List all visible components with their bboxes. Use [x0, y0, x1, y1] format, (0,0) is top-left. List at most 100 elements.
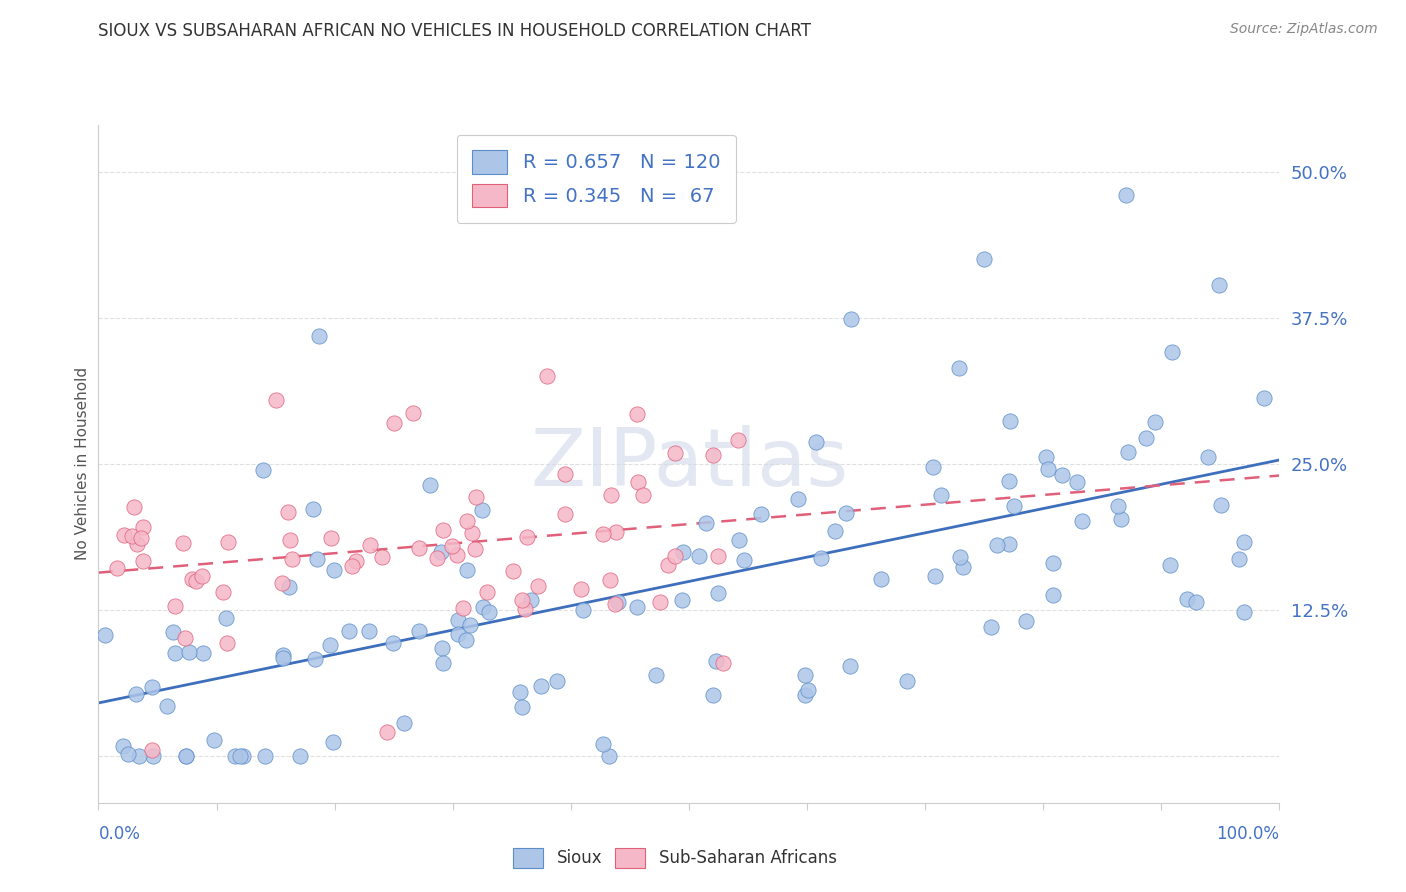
- Point: [1015, 615, 1038, 629]
- Point: [277, 580, 299, 594]
- Point: [264, 392, 287, 407]
- Point: [952, 560, 974, 574]
- Point: [804, 435, 827, 450]
- Point: [1070, 514, 1092, 528]
- Point: [986, 538, 1008, 552]
- Point: [631, 488, 654, 502]
- Point: [471, 503, 494, 517]
- Point: [793, 668, 815, 682]
- Point: [1159, 558, 1181, 572]
- Point: [664, 445, 686, 459]
- Point: [1035, 450, 1057, 465]
- Point: [839, 659, 862, 673]
- Point: [516, 530, 538, 544]
- Point: [657, 558, 679, 572]
- Point: [1116, 445, 1139, 459]
- Point: [217, 535, 239, 549]
- Point: [322, 735, 344, 749]
- Point: [323, 563, 346, 577]
- Point: [232, 749, 254, 764]
- Point: [162, 625, 184, 640]
- Point: [948, 360, 970, 375]
- Point: [105, 561, 128, 575]
- Point: [509, 685, 531, 699]
- Point: [1000, 414, 1022, 428]
- Point: [554, 467, 576, 481]
- Point: [671, 593, 693, 607]
- Point: [124, 687, 146, 701]
- Text: ZIPatlas: ZIPatlas: [530, 425, 848, 503]
- Point: [271, 648, 294, 662]
- Point: [377, 724, 399, 739]
- Point: [998, 537, 1021, 551]
- Point: [1233, 534, 1256, 549]
- Point: [536, 369, 558, 384]
- Point: [727, 434, 749, 448]
- Point: [572, 603, 595, 617]
- Point: [456, 514, 478, 528]
- Point: [419, 478, 441, 492]
- Point: [165, 599, 187, 613]
- Point: [554, 507, 576, 521]
- Point: [156, 698, 179, 713]
- Point: [1185, 595, 1208, 609]
- Point: [382, 416, 405, 430]
- Point: [688, 549, 710, 564]
- Point: [728, 533, 751, 547]
- Point: [929, 488, 952, 502]
- Point: [451, 600, 474, 615]
- Point: [998, 475, 1021, 489]
- Point: [408, 624, 430, 638]
- Point: [172, 536, 194, 550]
- Point: [319, 532, 342, 546]
- Point: [510, 593, 533, 607]
- Point: [112, 528, 135, 542]
- Point: [1253, 392, 1275, 406]
- Point: [1208, 278, 1230, 293]
- Point: [392, 716, 415, 731]
- Point: [302, 502, 325, 516]
- Point: [1036, 462, 1059, 476]
- Point: [645, 667, 668, 681]
- Point: [1050, 468, 1073, 483]
- Point: [605, 524, 627, 539]
- Point: [281, 551, 304, 566]
- Point: [672, 545, 695, 559]
- Text: 0.0%: 0.0%: [98, 825, 141, 843]
- Point: [513, 602, 536, 616]
- Point: [271, 651, 294, 665]
- Point: [180, 572, 202, 586]
- Point: [131, 519, 153, 533]
- Point: [371, 550, 394, 565]
- Point: [1066, 475, 1088, 490]
- Point: [648, 595, 671, 609]
- Point: [121, 529, 143, 543]
- Text: SIOUX VS SUBSAHARAN AFRICAN NO VEHICLES IN HOUSEHOLD CORRELATION CHART: SIOUX VS SUBSAHARAN AFRICAN NO VEHICLES …: [98, 22, 811, 40]
- Point: [530, 679, 553, 693]
- Point: [277, 505, 299, 519]
- Point: [592, 737, 614, 751]
- Point: [924, 568, 946, 582]
- Point: [711, 656, 734, 670]
- Point: [128, 749, 150, 764]
- Point: [142, 749, 165, 764]
- Point: [707, 549, 730, 564]
- Point: [1115, 188, 1137, 202]
- Point: [1002, 499, 1025, 513]
- Point: [471, 600, 494, 615]
- Point: [441, 539, 464, 553]
- Point: [1111, 512, 1133, 526]
- Point: [598, 749, 620, 764]
- Point: [546, 673, 568, 688]
- Point: [458, 618, 481, 632]
- Point: [340, 558, 363, 573]
- Point: [111, 739, 134, 753]
- Point: [794, 688, 817, 702]
- Point: [127, 537, 149, 551]
- Point: [211, 584, 233, 599]
- Point: [357, 624, 380, 638]
- Point: [224, 749, 246, 764]
- Point: [1211, 498, 1233, 512]
- Point: [191, 646, 214, 660]
- Point: [949, 549, 972, 564]
